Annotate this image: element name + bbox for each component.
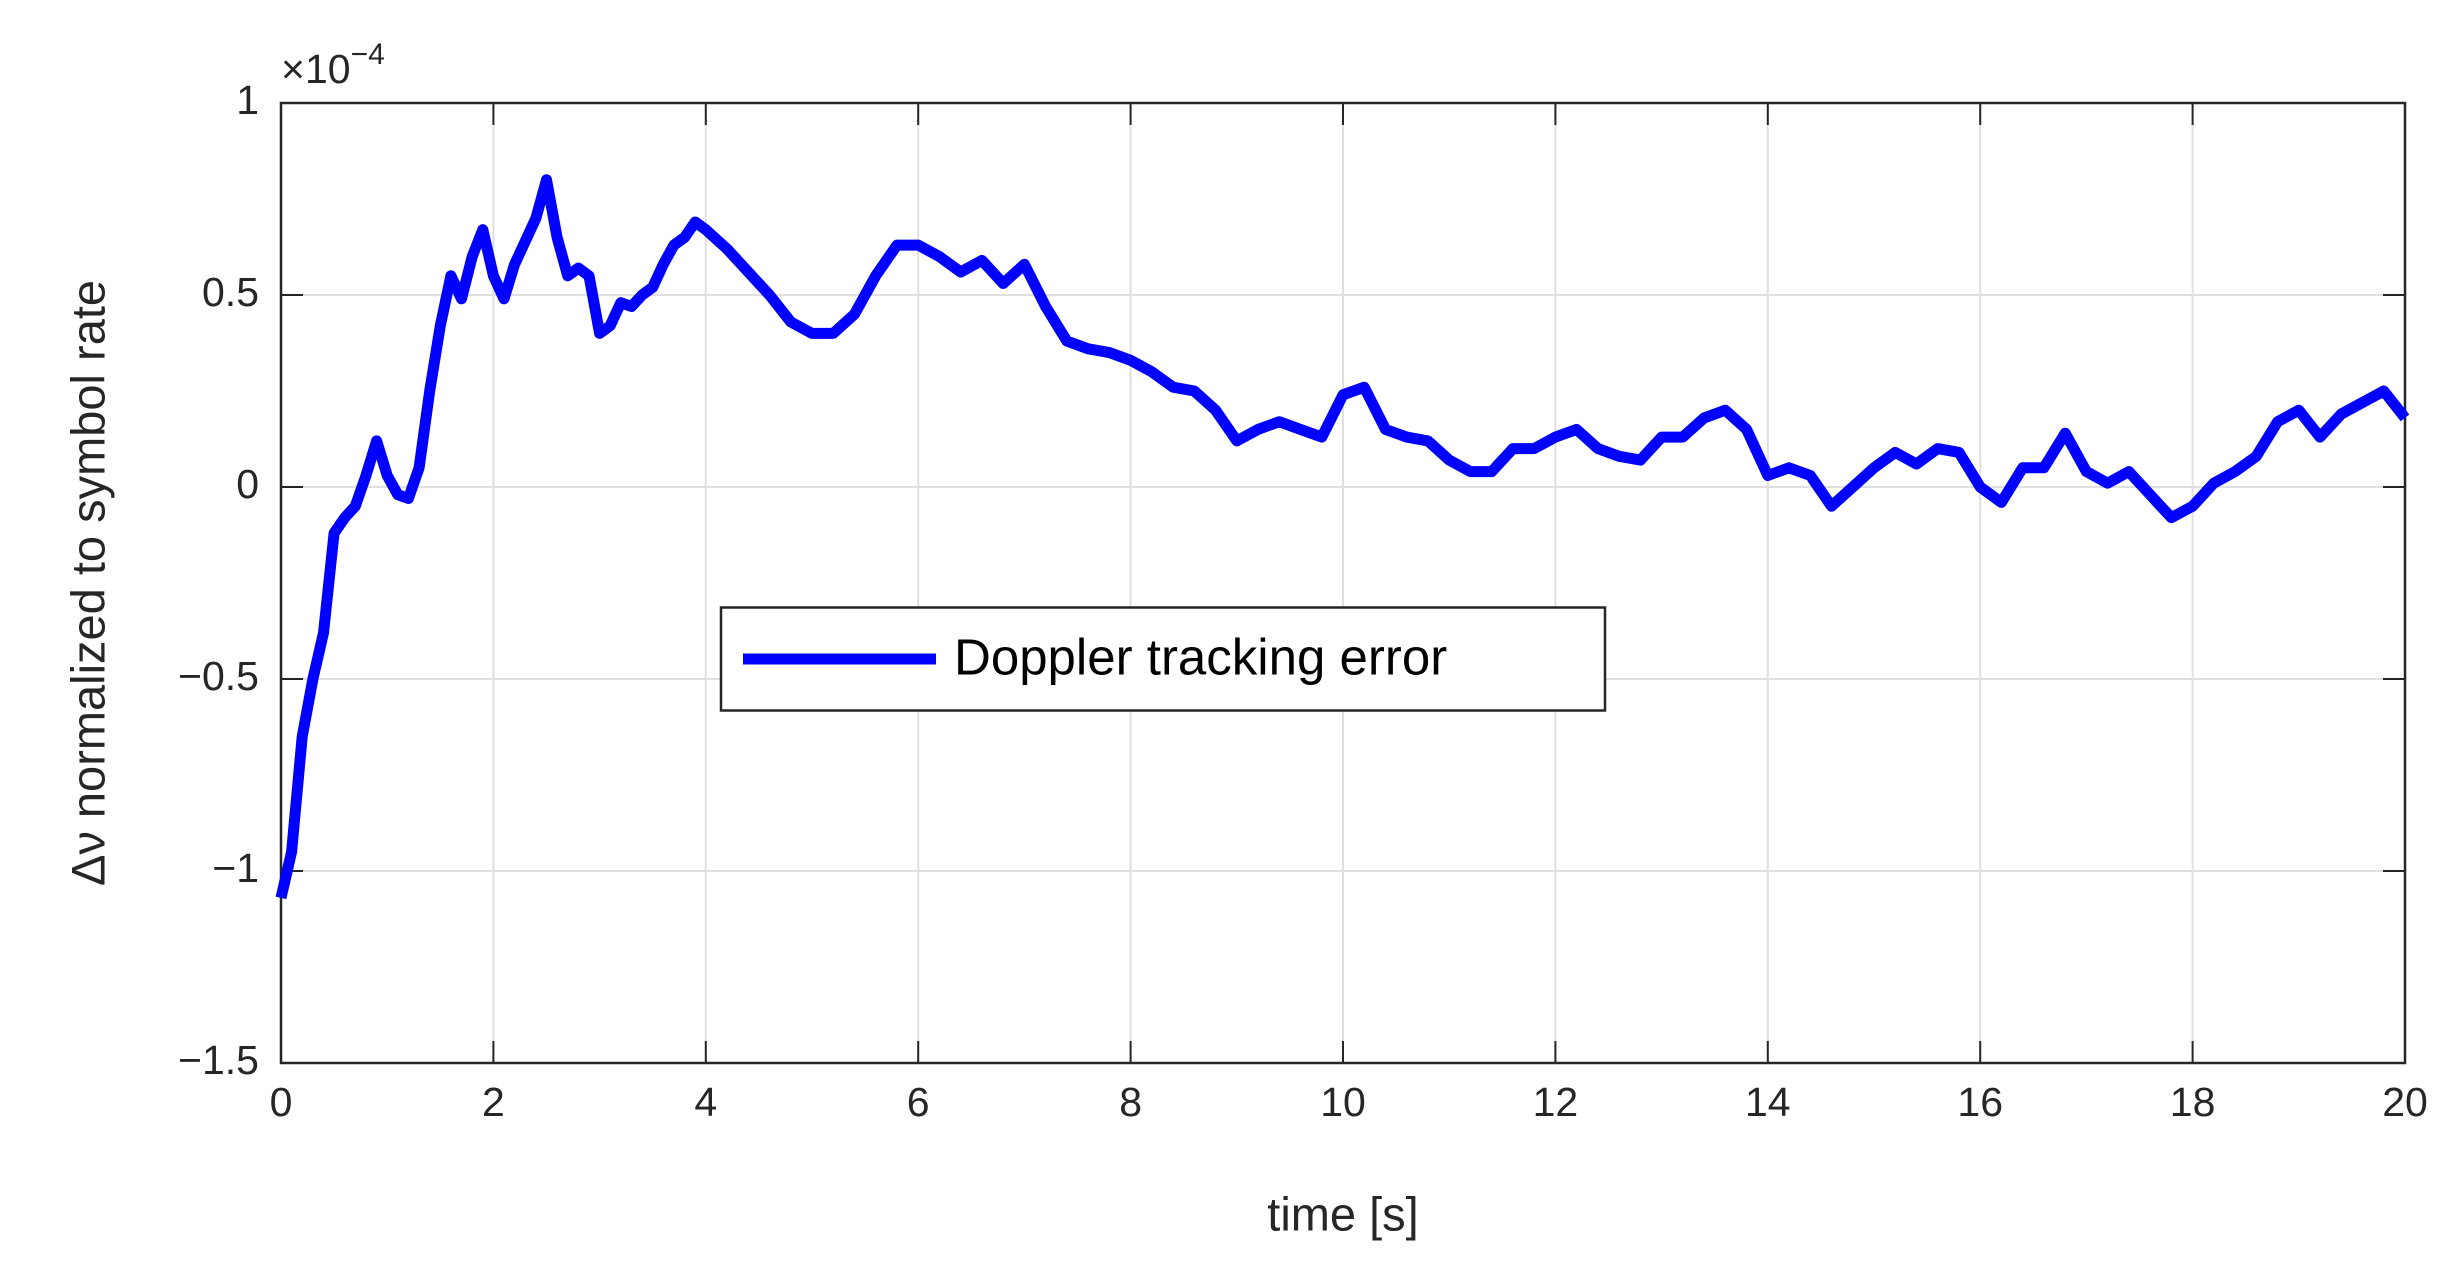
x-axis-label: time [s]: [1267, 1187, 1418, 1240]
x-tick-label: 14: [1745, 1079, 1791, 1125]
multiplier-exponent: −4: [351, 38, 385, 71]
x-tick-label: 6: [907, 1079, 930, 1125]
y-tick-label: 0.5: [202, 269, 259, 315]
multiplier-base: ×10: [281, 46, 351, 92]
y-tick-label: −0.5: [178, 653, 259, 699]
legend-label: Doppler tracking error: [954, 628, 1447, 685]
y-tick-label: −1: [212, 845, 259, 891]
x-tick-label: 0: [270, 1079, 293, 1125]
y-multiplier: ×10−4: [281, 38, 385, 92]
y-axis-label: Δν normalized to symbol rate: [61, 280, 114, 886]
y-tick-label: −1.5: [178, 1037, 259, 1083]
y-tick-label: 0: [236, 461, 259, 507]
y-tick-label: 1: [236, 77, 259, 123]
x-tick-label: 4: [694, 1079, 717, 1125]
x-tick-label: 18: [2170, 1079, 2216, 1125]
x-tick-label: 16: [1957, 1079, 2003, 1125]
plot-frame: [279, 101, 2407, 1065]
x-tick-label: 12: [1533, 1079, 1579, 1125]
x-tick-label: 8: [1119, 1079, 1142, 1125]
data-line: [275, 174, 2410, 900]
x-tick-label: 2: [482, 1079, 505, 1125]
x-tick-label: 20: [2382, 1079, 2428, 1125]
x-tick-label: 10: [1320, 1079, 1366, 1125]
